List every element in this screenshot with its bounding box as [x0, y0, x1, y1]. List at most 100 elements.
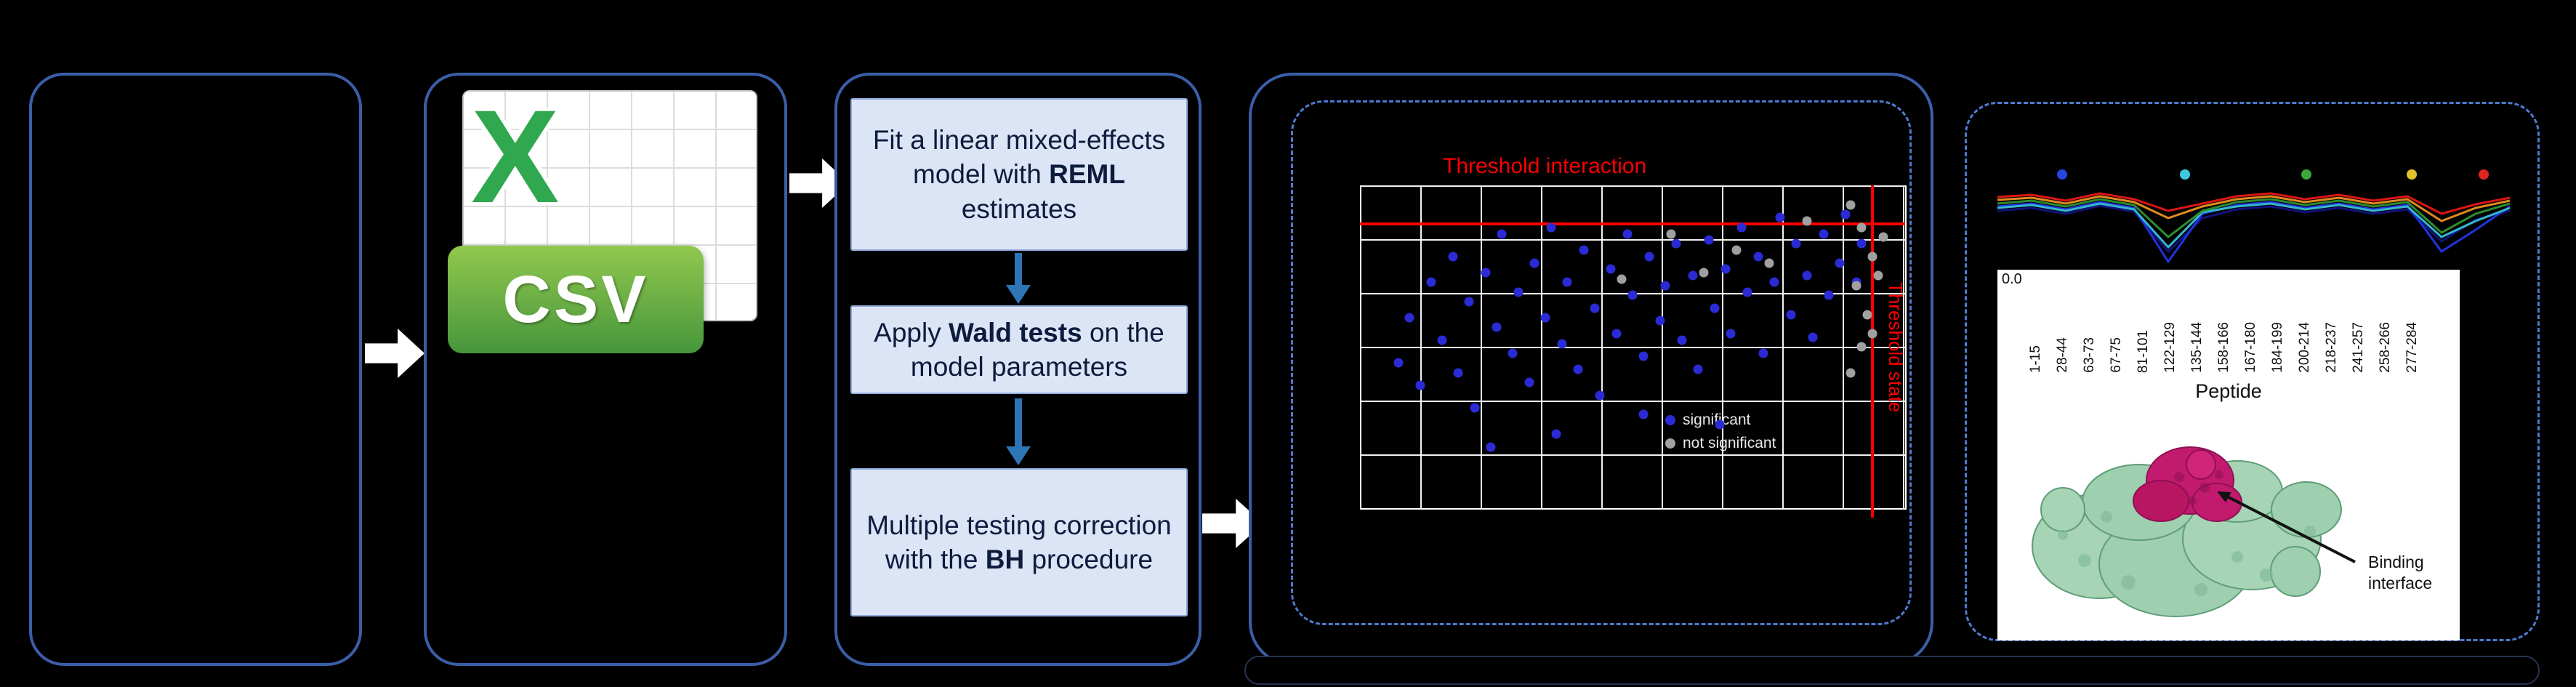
scatter-point [1590, 303, 1599, 313]
condition-marker-dot [2180, 169, 2190, 180]
threshold-state-line [1871, 185, 1874, 518]
condition-marker-dot [2301, 169, 2311, 180]
step-text-post: estimates [961, 193, 1077, 224]
scatter-point [1731, 245, 1741, 255]
scatter-point [1688, 270, 1697, 281]
binding-arrowhead [2217, 491, 2231, 502]
uptake-chart-svg [1997, 169, 2511, 264]
scatter-point [1693, 364, 1703, 374]
scatter-point [1704, 235, 1714, 245]
scatter-point [1775, 212, 1784, 222]
scatter-point [1835, 258, 1845, 268]
uptake-series-line [1997, 204, 2511, 254]
scatter-legend: significantnot significant [1665, 411, 1776, 458]
step-text-bold: REML [1049, 159, 1125, 190]
scatter-point [1470, 403, 1479, 413]
scatter-point [1627, 290, 1638, 300]
scatter-point [1562, 277, 1572, 287]
scatter-point [1393, 358, 1403, 368]
scatter-point [1753, 252, 1763, 262]
step-text: Multiple testing correction with the BH … [864, 508, 1175, 577]
scatter-point [1715, 419, 1725, 430]
peptide-tick-label: 28-44 [2055, 337, 2070, 373]
step-text-pre: Fit a linear mixed-effects model with [872, 124, 1166, 190]
condition-marker-dot [2057, 169, 2067, 180]
scatter-point [1840, 209, 1850, 220]
scatter-point [1655, 316, 1665, 326]
binding-arrow-line [2228, 496, 2356, 563]
scatter-point [1873, 270, 1883, 281]
scatter-point [1824, 290, 1834, 300]
scatter-point [1720, 264, 1730, 274]
peptide-tick-label: 1-15 [2028, 345, 2043, 373]
scatter-dashed-group [1291, 100, 1912, 625]
condition-marker-dot [2479, 169, 2489, 180]
scatter-point [1846, 368, 1856, 378]
scatter-point [1802, 216, 1812, 226]
scatter-point [1508, 348, 1518, 358]
scatter-point [1671, 238, 1681, 249]
csv-file-icon: X CSV [448, 82, 765, 361]
scatter-point [1856, 222, 1867, 233]
step-text-post: procedure [1024, 545, 1154, 574]
legend-label: not significant [1683, 434, 1776, 451]
legend-swatch [1665, 414, 1675, 425]
peptide-tick-label: 158-166 [2216, 322, 2231, 373]
legend-entry: not significant [1665, 435, 1776, 452]
workflow-step-bh: Multiple testing correction with the BH … [850, 468, 1188, 616]
peptide-tick-label: 67-75 [2109, 337, 2124, 373]
peptide-tick-label: 81-101 [2136, 329, 2151, 373]
scatter-point [1540, 313, 1550, 323]
step-text: Fit a linear mixed-effects model with RE… [864, 123, 1175, 226]
scatter-point [1524, 377, 1534, 387]
flow-arrow-right-icon [365, 329, 424, 378]
scatter-point [1660, 281, 1670, 291]
scatter-point [1404, 313, 1414, 323]
legend-swatch [1665, 438, 1675, 449]
uptake-y-tick: 0.0 [2002, 271, 2022, 287]
scatter-point [1551, 429, 1561, 439]
scatter-point [1595, 390, 1605, 401]
peptide-tick-label: 200-214 [2297, 322, 2312, 373]
scatter-point [1856, 238, 1867, 249]
peptide-tick-label: 63-73 [2082, 337, 2097, 373]
scatter-point [1546, 222, 1555, 233]
flow-arrow-down-icon [1006, 253, 1031, 304]
protein-structure-illustration [2032, 446, 2356, 617]
uptake-series-line [1997, 195, 2511, 222]
step-text: Apply Wald tests on the model parameters [864, 316, 1175, 385]
scatter-point [1851, 281, 1861, 291]
peptide-tick-label: 122-129 [2162, 322, 2178, 373]
scatter-point [1644, 252, 1654, 262]
csv-banner: CSV [448, 246, 704, 353]
scatter-point [1862, 310, 1872, 320]
scatter-point [1736, 222, 1747, 233]
workflow-step-reml: Fit a linear mixed-effects model with RE… [850, 98, 1188, 251]
scatter-point [1611, 329, 1621, 339]
peptide-axis-labels: 1-15 28-44 63-73 67-75 81-101 122-129 135-144 1… [2028, 274, 2435, 373]
scatter-point [1638, 351, 1649, 361]
threshold-interaction-line [1360, 222, 1905, 226]
scatter-plot-area: significantnot significant [1360, 185, 1907, 518]
excel-x-logo: X [471, 82, 560, 230]
scatter-point [1764, 258, 1774, 268]
scatter-point [1622, 229, 1632, 239]
scatter-point [1453, 368, 1463, 378]
scatter-point [1464, 297, 1474, 307]
step-text-bold: Wald tests [949, 317, 1082, 347]
scatter-point [1846, 200, 1856, 210]
scatter-point [1802, 270, 1812, 281]
step-text-pre: Apply [874, 317, 949, 347]
scatter-point [1726, 329, 1736, 339]
condition-marker-dot [2407, 169, 2417, 180]
scatter-point [1867, 329, 1877, 339]
scatter-threshold-state-label: Threshold state [1885, 282, 1907, 413]
uptake-series-line [1997, 192, 2511, 215]
scatter-point [1878, 232, 1888, 242]
peptide-tick-label: 241-257 [2351, 322, 2366, 373]
peptide-tick-label: 277-284 [2404, 322, 2420, 373]
scatter-point [1819, 229, 1828, 239]
scatter-point [1557, 339, 1566, 349]
scatter-point [1617, 274, 1627, 284]
